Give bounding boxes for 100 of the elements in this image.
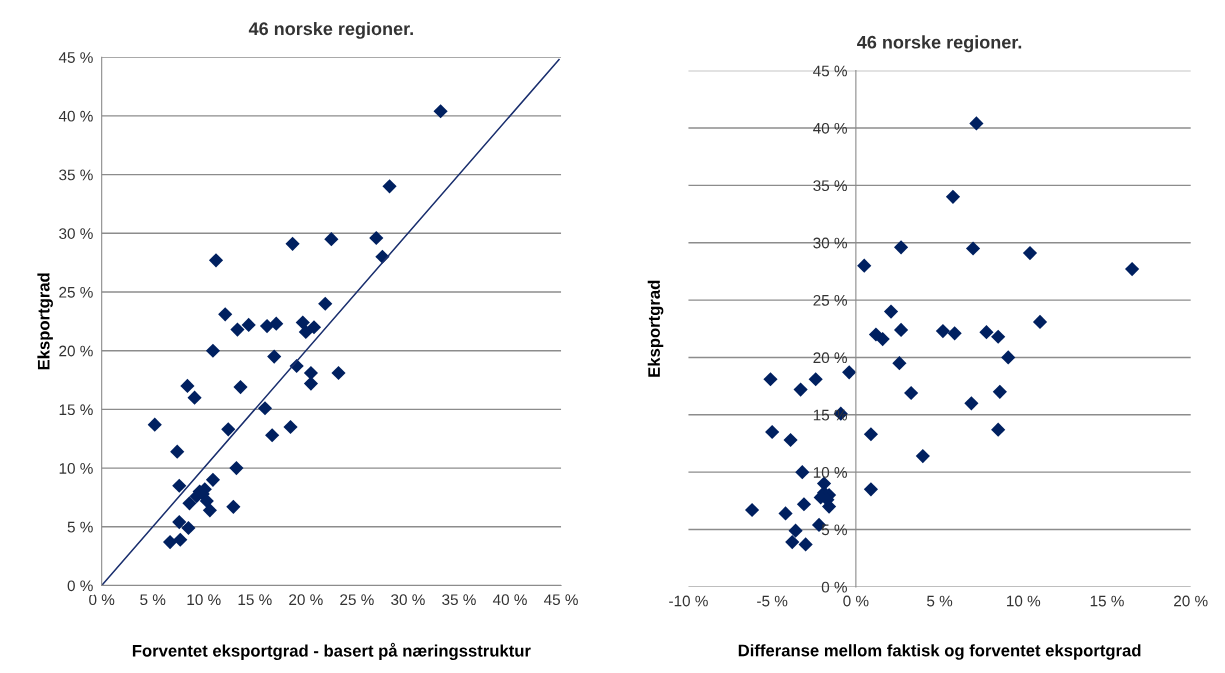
point xyxy=(303,365,319,381)
y-tick-label: 10 % xyxy=(59,462,93,474)
point xyxy=(892,356,907,371)
point xyxy=(893,240,909,255)
point xyxy=(306,320,322,335)
point xyxy=(793,382,808,397)
point xyxy=(172,478,187,493)
point xyxy=(935,323,951,339)
point xyxy=(763,372,778,387)
point xyxy=(1001,350,1016,365)
point xyxy=(863,482,879,497)
y-tick-label: 25 % xyxy=(813,294,847,306)
y-tick-label: 5 % xyxy=(821,524,847,536)
y-tick-label: 30 % xyxy=(59,228,93,239)
point xyxy=(269,316,284,331)
point xyxy=(199,493,214,509)
point xyxy=(883,304,899,319)
y-tick-label: 45 % xyxy=(58,52,93,63)
point xyxy=(229,461,244,476)
y-tick-label: 0 % xyxy=(67,580,93,592)
y-tick-label: 20 % xyxy=(813,352,847,364)
point xyxy=(857,258,872,273)
point xyxy=(267,349,282,364)
point xyxy=(382,179,397,194)
y-tick-label: 15 % xyxy=(59,404,93,416)
x-tick-label: 25 % xyxy=(340,594,374,606)
y-tick-label: 40 % xyxy=(58,110,93,122)
point xyxy=(285,236,300,251)
x-tick-label: 5 % xyxy=(140,594,166,606)
point xyxy=(205,343,221,358)
point xyxy=(259,318,275,334)
y-tick-label: 40 % xyxy=(813,122,847,134)
point xyxy=(205,472,221,487)
point xyxy=(173,532,188,547)
point xyxy=(295,315,310,330)
chart-title: 46 norske regioner. xyxy=(248,21,413,39)
point xyxy=(1125,262,1140,277)
x-tick-label: 15 % xyxy=(1090,595,1124,607)
point xyxy=(863,427,879,442)
point xyxy=(331,365,346,381)
point xyxy=(187,390,202,405)
x-tick-label: 5 % xyxy=(927,595,953,607)
x-tick-label: -5 % xyxy=(757,595,788,607)
point xyxy=(796,497,812,512)
point xyxy=(783,432,798,448)
point xyxy=(795,465,810,480)
point xyxy=(992,384,1007,399)
point xyxy=(162,534,178,550)
x-axis-title: Forventet eksportgrad - basert på næringsstruktur xyxy=(132,642,531,661)
y-tick-label: 25 % xyxy=(59,286,93,298)
y-tick-label: 0 % xyxy=(821,581,847,593)
point xyxy=(303,376,319,391)
point xyxy=(947,326,962,341)
point xyxy=(969,116,984,131)
y-tick-label: 45 % xyxy=(813,65,847,77)
point xyxy=(265,428,280,443)
point xyxy=(915,449,930,464)
point xyxy=(170,444,185,459)
point xyxy=(147,417,162,432)
point xyxy=(182,496,197,511)
point xyxy=(798,537,813,552)
point xyxy=(218,307,233,322)
point xyxy=(283,419,298,435)
y-axis-title: Eksportgrad xyxy=(647,280,664,377)
x-tick-label: 20 % xyxy=(289,594,323,606)
point xyxy=(979,325,994,340)
y-tick-label: 35 % xyxy=(59,169,93,181)
point xyxy=(298,324,313,340)
x-tick-label: 20 % xyxy=(1174,595,1208,607)
point xyxy=(324,232,339,247)
point xyxy=(778,506,793,521)
point xyxy=(765,424,780,440)
point xyxy=(868,327,884,342)
point xyxy=(257,401,273,416)
x-tick-label: 35 % xyxy=(442,594,476,606)
point xyxy=(965,241,981,256)
point xyxy=(744,502,760,518)
point xyxy=(842,365,857,380)
point xyxy=(241,317,256,332)
x-tick-label: 15 % xyxy=(238,594,272,606)
point xyxy=(945,189,961,204)
y-tick-label: 20 % xyxy=(59,345,93,357)
chart-title: 46 norske regioner. xyxy=(857,35,1022,53)
point xyxy=(893,322,909,337)
point xyxy=(788,523,803,538)
point xyxy=(180,378,195,394)
x-tick-label: 10 % xyxy=(187,594,221,606)
point xyxy=(964,396,979,411)
x-axis-title: Differanse mellom faktisk og forventet eksportgrad xyxy=(738,644,1141,660)
point xyxy=(233,380,248,395)
x-tick-label: 10 % xyxy=(1007,595,1041,607)
point xyxy=(226,499,241,514)
y-tick-label: 5 % xyxy=(67,521,93,533)
point xyxy=(991,422,1006,437)
y-axis-title: Eksportgrad xyxy=(37,273,53,370)
point xyxy=(221,422,236,437)
point xyxy=(808,372,823,387)
point xyxy=(369,230,384,246)
point xyxy=(202,503,217,518)
x-tick-label: 0 % xyxy=(843,595,869,607)
